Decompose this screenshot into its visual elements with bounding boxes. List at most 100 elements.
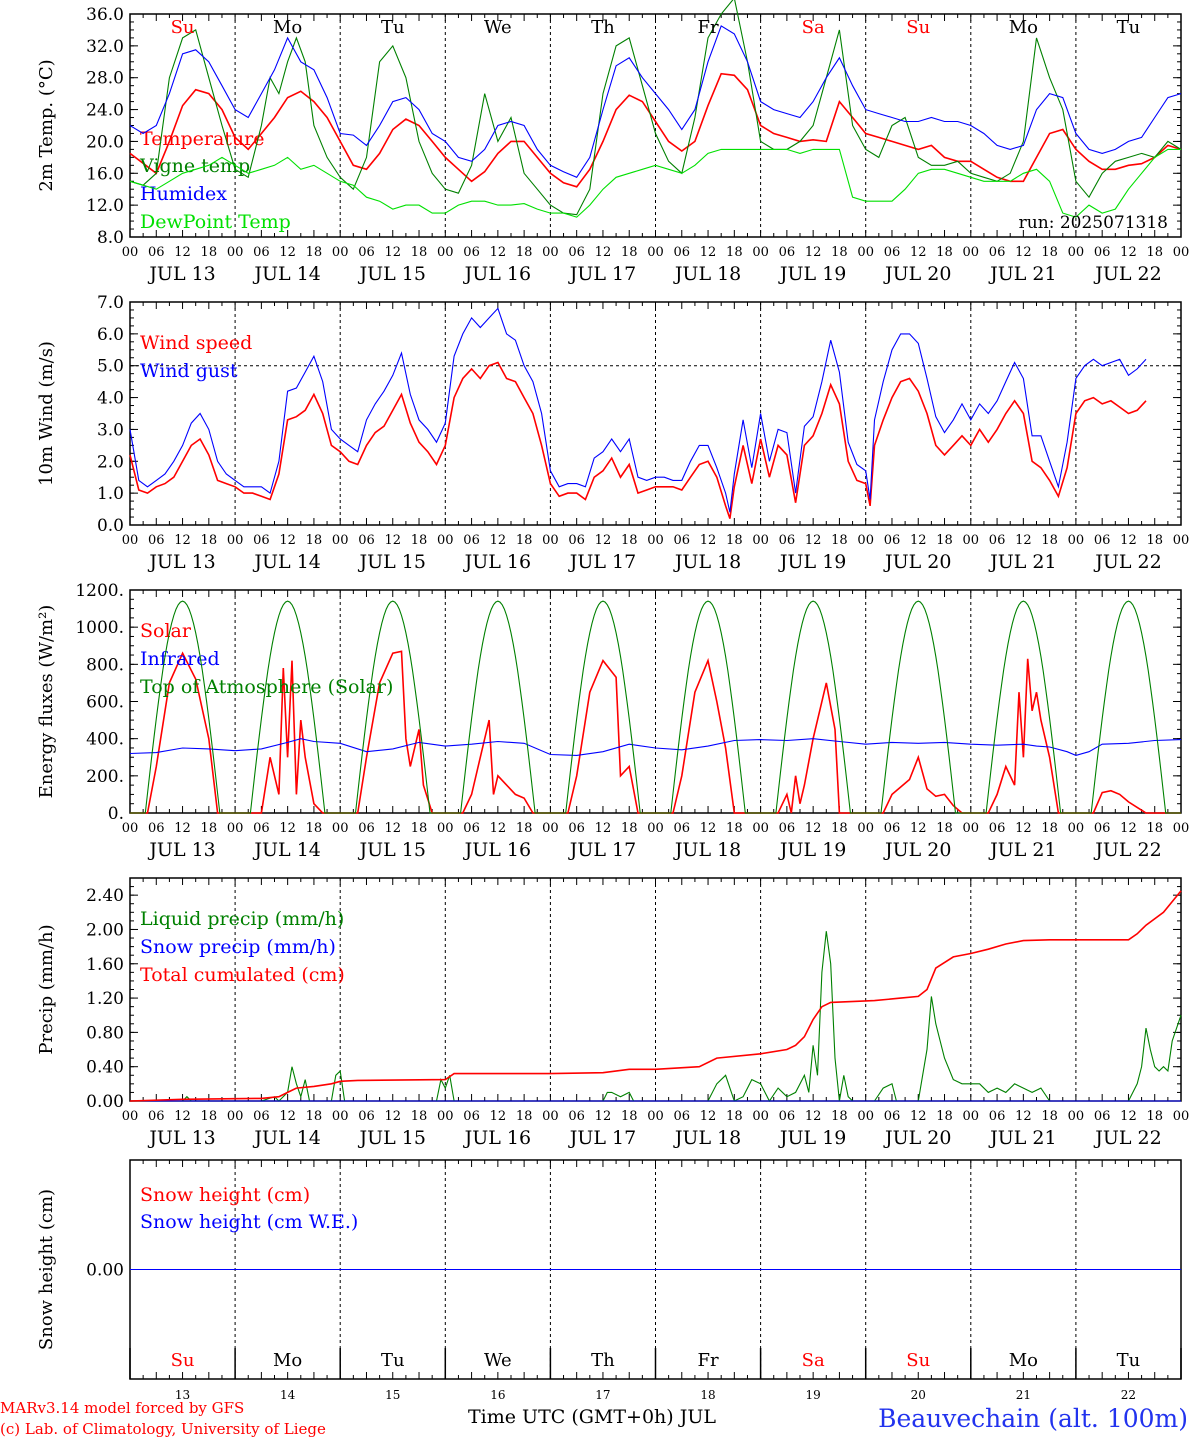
hour-label: 12 xyxy=(384,1109,401,1124)
day-of-week-label: Mo xyxy=(1009,17,1038,38)
hour-label: 12 xyxy=(595,821,612,836)
hour-label: 18 xyxy=(306,245,323,260)
hour-label: 18 xyxy=(411,533,428,548)
hour-label: 12 xyxy=(384,245,401,260)
hour-label: 06 xyxy=(989,245,1006,260)
y-tick-label: 1.0 xyxy=(97,484,124,504)
hour-label: 00 xyxy=(1068,245,1085,260)
legend-liquid-precip-mm-h-: Liquid precip (mm/h) xyxy=(140,908,344,930)
date-label: JUL 16 xyxy=(463,263,531,285)
hour-label: 00 xyxy=(437,533,454,548)
hour-label: 12 xyxy=(700,245,717,260)
hour-label: 18 xyxy=(516,533,533,548)
hour-label: 18 xyxy=(936,533,953,548)
hour-label: 18 xyxy=(306,821,323,836)
series-line-solar xyxy=(130,650,1181,814)
hour-label: 00 xyxy=(1068,1109,1085,1124)
hour-label: 00 xyxy=(122,245,139,260)
hour-label: 06 xyxy=(674,533,691,548)
hour-label: 00 xyxy=(542,533,559,548)
hour-label: 12 xyxy=(1015,1109,1032,1124)
hour-label: 12 xyxy=(279,533,296,548)
y-tick-label: 0.00 xyxy=(86,1261,124,1281)
date-label: JUL 18 xyxy=(673,263,741,285)
hour-label: 00 xyxy=(1173,245,1190,260)
hour-label: 00 xyxy=(1173,533,1190,548)
y-axis-label: 2m Temp. (°C) xyxy=(36,59,57,191)
series-line-temperature xyxy=(129,72,1182,188)
hour-label: 00 xyxy=(437,245,454,260)
hour-label: 00 xyxy=(647,533,664,548)
date-label: JUL 22 xyxy=(1093,839,1161,861)
y-tick-label: 0. xyxy=(108,804,124,824)
date-label: JUL 20 xyxy=(883,551,951,573)
series-line-infrared xyxy=(129,738,1182,756)
hour-label: 18 xyxy=(831,533,848,548)
hour-label: 18 xyxy=(1146,533,1163,548)
y-axis-label: 10m Wind (m/s) xyxy=(36,341,57,486)
date-label: JUL 13 xyxy=(147,551,215,573)
day-number-label: 18 xyxy=(700,1388,715,1402)
legend-solar: Solar xyxy=(140,620,192,642)
hour-label: 06 xyxy=(463,1109,480,1124)
y-tick-label: 3.0 xyxy=(97,420,124,440)
hour-label: 06 xyxy=(568,245,585,260)
hour-label: 18 xyxy=(516,245,533,260)
hour-label: 06 xyxy=(989,1109,1006,1124)
hour-label: 06 xyxy=(253,533,270,548)
y-axis-label: Energy fluxes (W/m²) xyxy=(36,605,57,799)
date-label: JUL 14 xyxy=(252,263,320,285)
hour-label: 00 xyxy=(752,245,769,260)
y-tick-label: 0.40 xyxy=(86,1058,124,1078)
hour-label: 12 xyxy=(384,533,401,548)
day-of-week-label: Sa xyxy=(802,17,825,38)
hour-label: 00 xyxy=(752,1109,769,1124)
hour-label: 18 xyxy=(1041,821,1058,836)
hour-label: 06 xyxy=(148,821,165,836)
hour-label: 00 xyxy=(227,533,244,548)
hour-label: 06 xyxy=(779,533,796,548)
y-tick-label: 600. xyxy=(86,693,124,713)
y-tick-label: 2.40 xyxy=(86,886,124,906)
date-label: JUL 20 xyxy=(883,263,951,285)
hour-label: 12 xyxy=(1015,245,1032,260)
day-of-week-label: Su xyxy=(171,17,195,38)
hour-label: 06 xyxy=(884,821,901,836)
series-line-wind-speed xyxy=(129,361,1147,519)
run-label: run: 2025071318 xyxy=(1019,213,1168,233)
hour-label: 00 xyxy=(752,821,769,836)
day-of-week-label: Tu xyxy=(1117,17,1141,38)
hour-label: 12 xyxy=(490,821,507,836)
hour-label: 00 xyxy=(122,1109,139,1124)
date-label: JUL 15 xyxy=(358,263,426,285)
hour-label: 12 xyxy=(595,1109,612,1124)
y-tick-label: 5.0 xyxy=(97,357,124,377)
hour-label: 12 xyxy=(384,821,401,836)
hour-label: 18 xyxy=(1041,533,1058,548)
date-label: JUL 17 xyxy=(568,263,636,285)
hour-label: 06 xyxy=(884,1109,901,1124)
hour-label: 00 xyxy=(857,533,874,548)
hour-label: 00 xyxy=(542,245,559,260)
panel-1: 8.0 12.0 16.0 20.0 24.0 28.0 32.0 36.0 2m Temp. … xyxy=(36,0,1189,285)
day-of-week-label: Mo xyxy=(1009,1350,1038,1371)
y-tick-label: 1000. xyxy=(75,618,124,638)
y-tick-label: 0.0 xyxy=(97,516,124,536)
date-label: JUL 20 xyxy=(883,839,951,861)
day-of-week-label: Mo xyxy=(273,1350,302,1371)
hour-label: 12 xyxy=(174,245,191,260)
day-of-week-label: Th xyxy=(591,1350,615,1371)
hour-label: 18 xyxy=(726,821,743,836)
hour-label: 18 xyxy=(726,245,743,260)
legend-vigne-temp: Vigne temp xyxy=(139,155,250,177)
hour-label: 06 xyxy=(253,245,270,260)
hour-label: 00 xyxy=(227,245,244,260)
date-label: JUL 16 xyxy=(463,839,531,861)
hour-label: 00 xyxy=(332,1109,349,1124)
day-of-week-label: Sa xyxy=(802,1350,825,1371)
date-label: JUL 14 xyxy=(252,1127,320,1149)
date-label: JUL 15 xyxy=(358,1127,426,1149)
hour-label: 06 xyxy=(674,1109,691,1124)
hour-label: 00 xyxy=(122,533,139,548)
